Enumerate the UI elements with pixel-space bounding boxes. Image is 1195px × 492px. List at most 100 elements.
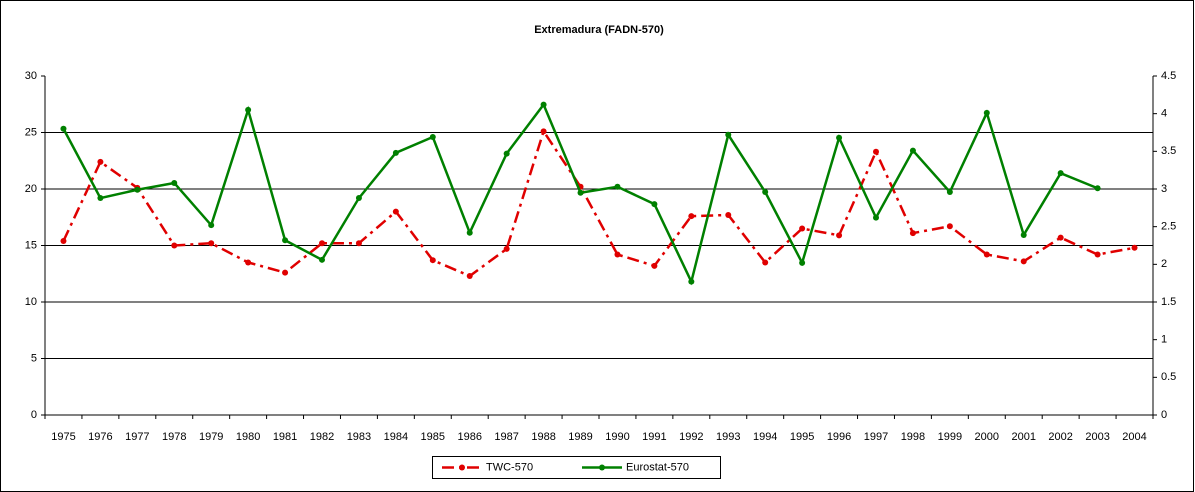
y-tick-label: 10 bbox=[25, 296, 37, 308]
point bbox=[1020, 231, 1027, 238]
point bbox=[208, 222, 215, 229]
point bbox=[319, 240, 325, 247]
x-tick-label: 1977 bbox=[125, 431, 149, 443]
y2-tick-label: 2.5 bbox=[1161, 221, 1176, 233]
point bbox=[983, 251, 990, 258]
point bbox=[1020, 258, 1027, 265]
y2-tick-label: 3.5 bbox=[1161, 145, 1176, 157]
chart-title: Extremadura (FADN-570) bbox=[534, 24, 664, 36]
point bbox=[392, 149, 399, 156]
x-tick-label: 1988 bbox=[531, 431, 555, 443]
point bbox=[503, 245, 510, 252]
point bbox=[651, 262, 658, 269]
x-tick-label: 1999 bbox=[938, 431, 962, 443]
point bbox=[1094, 185, 1101, 192]
x-tick-label: 1993 bbox=[716, 431, 740, 443]
x-tick-label: 2003 bbox=[1085, 431, 1109, 443]
legend-label: TWC-570 bbox=[486, 461, 533, 473]
point bbox=[651, 201, 658, 208]
y-tick-label: 0 bbox=[31, 409, 37, 421]
point bbox=[873, 148, 879, 155]
point bbox=[799, 259, 806, 266]
x-tick-label: 1983 bbox=[347, 431, 371, 443]
x-tick-label: 1996 bbox=[827, 431, 851, 443]
y-tick-label: 30 bbox=[25, 70, 37, 82]
point bbox=[60, 237, 67, 244]
x-tick-label: 1995 bbox=[790, 431, 814, 443]
point bbox=[983, 109, 990, 116]
y-tick-label: 20 bbox=[25, 183, 37, 195]
point bbox=[946, 223, 953, 230]
point bbox=[245, 106, 252, 113]
y2-tick-label: 1 bbox=[1161, 334, 1167, 346]
point bbox=[245, 259, 252, 266]
point bbox=[429, 257, 436, 264]
point bbox=[171, 179, 178, 186]
point bbox=[836, 134, 843, 141]
point bbox=[540, 128, 547, 135]
point bbox=[429, 134, 436, 141]
point bbox=[799, 225, 806, 232]
x-tick-label: 2001 bbox=[1011, 431, 1035, 443]
point bbox=[97, 195, 104, 202]
x-tick-label: 1984 bbox=[384, 431, 408, 443]
point bbox=[762, 259, 769, 266]
point bbox=[319, 256, 325, 263]
y2-tick-label: 4 bbox=[1161, 108, 1167, 120]
point bbox=[282, 269, 289, 276]
point bbox=[466, 229, 473, 236]
point bbox=[762, 189, 769, 196]
x-tick-label: 2002 bbox=[1048, 431, 1072, 443]
point bbox=[503, 150, 510, 157]
x-tick-label: 1978 bbox=[162, 431, 186, 443]
x-tick-label: 2004 bbox=[1122, 431, 1146, 443]
x-tick-label: 1980 bbox=[236, 431, 260, 443]
y2-tick-label: 0.5 bbox=[1161, 371, 1176, 383]
x-tick-label: 1981 bbox=[273, 431, 297, 443]
x-tick-label: 1989 bbox=[568, 431, 592, 443]
y2-tick-label: 3 bbox=[1161, 183, 1167, 195]
point bbox=[1094, 251, 1101, 258]
y2-tick-label: 4.5 bbox=[1161, 70, 1176, 82]
point bbox=[466, 273, 473, 280]
x-tick-label: 1994 bbox=[753, 431, 777, 443]
y2-tick-label: 2 bbox=[1161, 258, 1167, 270]
x-tick-label: 1979 bbox=[199, 431, 223, 443]
y-tick-label: 15 bbox=[25, 239, 37, 251]
point bbox=[946, 189, 953, 196]
point bbox=[688, 278, 695, 285]
x-tick-label: 1987 bbox=[494, 431, 518, 443]
point bbox=[540, 101, 547, 108]
point bbox=[909, 147, 916, 154]
point bbox=[909, 230, 916, 237]
point bbox=[836, 232, 843, 239]
x-tick-label: 1992 bbox=[679, 431, 703, 443]
x-tick-label: 1982 bbox=[310, 431, 334, 443]
y2-tick-label: 1.5 bbox=[1161, 296, 1176, 308]
point bbox=[1057, 234, 1064, 241]
x-tick-label: 1997 bbox=[864, 431, 888, 443]
point bbox=[873, 214, 879, 221]
legend-marker bbox=[599, 464, 605, 471]
point bbox=[208, 240, 215, 247]
legend-label: Eurostat-570 bbox=[626, 461, 689, 473]
point bbox=[134, 186, 141, 193]
x-tick-label: 1976 bbox=[88, 431, 112, 443]
point bbox=[725, 211, 732, 218]
point bbox=[355, 195, 362, 202]
x-tick-label: 1986 bbox=[457, 431, 481, 443]
y2-tick-label: 0 bbox=[1161, 409, 1167, 421]
point bbox=[282, 237, 289, 244]
y-tick-label: 25 bbox=[25, 126, 37, 138]
x-tick-label: 1998 bbox=[901, 431, 925, 443]
x-tick-label: 1985 bbox=[421, 431, 445, 443]
point bbox=[614, 251, 621, 258]
x-tick-label: 2000 bbox=[975, 431, 999, 443]
point bbox=[725, 131, 732, 138]
point bbox=[97, 158, 104, 165]
point bbox=[614, 183, 621, 190]
point bbox=[392, 208, 399, 215]
x-tick-label: 1990 bbox=[605, 431, 629, 443]
x-tick-label: 1975 bbox=[51, 431, 75, 443]
